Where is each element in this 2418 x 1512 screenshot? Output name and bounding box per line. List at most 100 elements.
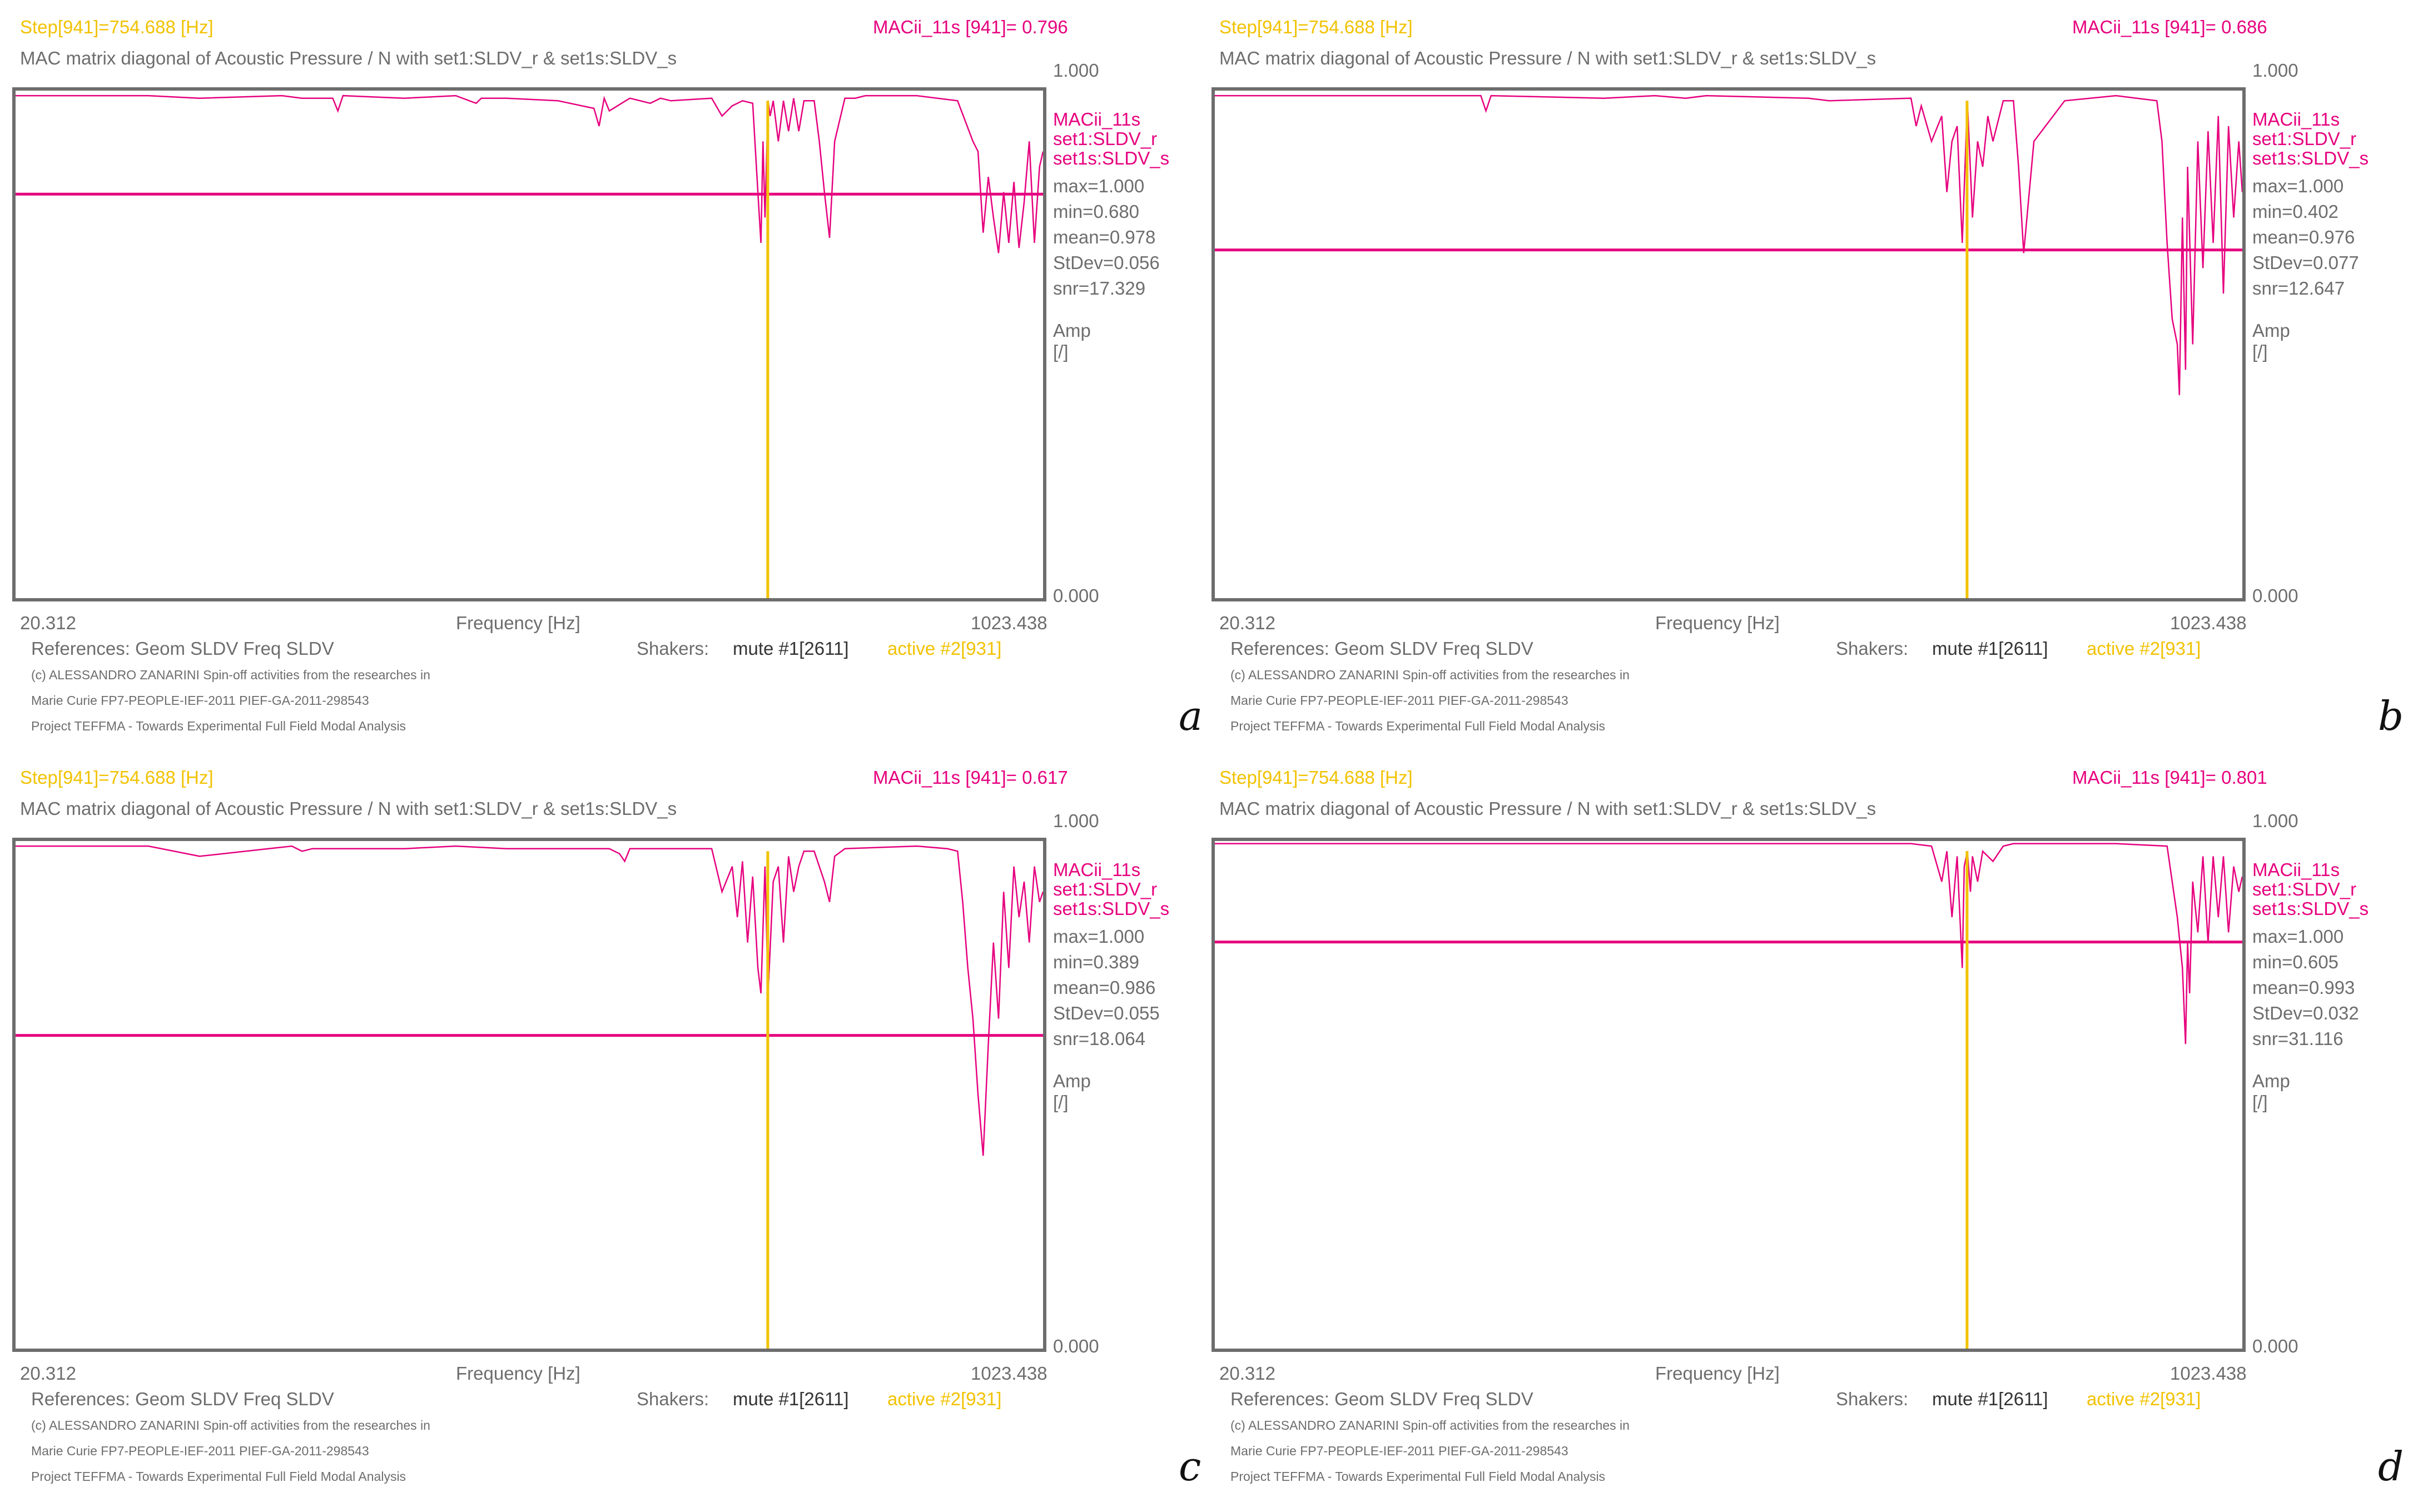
y-axis-label: Amp	[1053, 320, 1091, 341]
chart-panel-d: Step[941]=754.688 [Hz] MACii_11s [941]= …	[1199, 750, 2404, 1501]
y-tick-bottom: 0.000	[2252, 585, 2298, 606]
y-axis-label: Amp	[2252, 1071, 2290, 1091]
plot-area	[1212, 87, 2246, 601]
copyright-line-1: (c) ALESSANDRO ZANARINI Spin-off activit…	[1230, 1418, 1630, 1433]
y-axis-unit: [/]	[1053, 1092, 1069, 1112]
legend-ref-set: set1:SLDV_r	[2252, 128, 2357, 149]
plot-area	[12, 838, 1046, 1352]
x-axis-label: Frequency [Hz]	[456, 613, 580, 633]
stat-min: min=0.605	[2252, 952, 2339, 972]
stat-stdev: StDev=0.055	[1053, 1003, 1160, 1023]
references-label: References: Geom SLDV Freq SLDV	[1230, 638, 1533, 659]
chart-panel-b: Step[941]=754.688 [Hz] MACii_11s [941]= …	[1199, 0, 2404, 750]
shaker-active: active #2[931]	[887, 638, 1002, 659]
stat-stdev: StDev=0.056	[1053, 252, 1160, 273]
y-axis-label: Amp	[2252, 320, 2290, 341]
copyright-line-2: Marie Curie FP7-PEOPLE-IEF-2011 PIEF-GA-…	[31, 693, 369, 708]
plot-svg	[1215, 843, 2242, 1349]
stat-stdev: StDev=0.032	[2252, 1003, 2359, 1023]
panel-letter: c	[1179, 1443, 1201, 1490]
stat-max: max=1.000	[2252, 926, 2344, 947]
references-label: References: Geom SLDV Freq SLDV	[31, 638, 334, 659]
stat-max: max=1.000	[1053, 926, 1145, 947]
mac-value-label: MACii_11s [941]= 0.617	[873, 767, 1068, 788]
stat-snr: snr=12.647	[2252, 278, 2345, 299]
y-axis-unit: [/]	[1053, 341, 1069, 362]
mac-value-label: MACii_11s [941]= 0.796	[873, 17, 1068, 37]
x-tick-right: 1023.438	[2170, 1363, 2247, 1384]
stat-min: min=0.680	[1053, 201, 1140, 222]
copyright-line-1: (c) ALESSANDRO ZANARINI Spin-off activit…	[1230, 668, 1630, 682]
stat-mean: mean=0.993	[2252, 977, 2355, 998]
chart-panel-c: Step[941]=754.688 [Hz] MACii_11s [941]= …	[0, 750, 1201, 1501]
plot-svg	[16, 845, 1043, 1349]
references-label: References: Geom SLDV Freq SLDV	[31, 1389, 334, 1409]
references-label: References: Geom SLDV Freq SLDV	[1230, 1389, 1533, 1409]
legend-series-name: MACii_11s	[2252, 859, 2340, 880]
y-tick-bottom: 0.000	[1053, 585, 1099, 606]
plot-svg	[1215, 94, 2242, 598]
legend-synth-set: set1s:SLDV_s	[1053, 898, 1170, 919]
legend-series-name: MACii_11s	[1053, 109, 1141, 130]
mac-diagonal-line	[1215, 94, 2242, 395]
y-axis-unit: [/]	[2252, 1092, 2268, 1112]
stat-min: min=0.402	[2252, 201, 2339, 222]
legend-series-name: MACii_11s	[2252, 109, 2340, 130]
shaker-mute: mute #1[2611]	[733, 1389, 849, 1409]
shaker-mute: mute #1[2611]	[733, 638, 849, 659]
shakers-label: Shakers:	[637, 1389, 709, 1409]
x-tick-right: 1023.438	[971, 613, 1047, 633]
shaker-active: active #2[931]	[887, 1389, 1002, 1409]
mac-diagonal-line	[16, 94, 1043, 253]
legend-ref-set: set1:SLDV_r	[1053, 128, 1158, 149]
stat-stdev: StDev=0.077	[2252, 252, 2359, 273]
legend-synth-set: set1s:SLDV_s	[2252, 898, 2369, 919]
chart-title: MAC matrix diagonal of Acoustic Pressure…	[1219, 48, 1876, 68]
chart-title: MAC matrix diagonal of Acoustic Pressure…	[20, 798, 677, 819]
chart-title: MAC matrix diagonal of Acoustic Pressure…	[20, 48, 677, 68]
x-axis-label: Frequency [Hz]	[456, 1363, 580, 1384]
plot-area	[1212, 838, 2246, 1352]
legend-series-name: MACii_11s	[1053, 859, 1141, 880]
stat-max: max=1.000	[2252, 176, 2344, 196]
x-axis-label: Frequency [Hz]	[1655, 1363, 1780, 1384]
shakers-label: Shakers:	[1836, 1389, 1909, 1409]
shaker-mute: mute #1[2611]	[1932, 638, 2048, 659]
legend-synth-set: set1s:SLDV_s	[1053, 148, 1170, 168]
plot-area	[12, 87, 1046, 601]
copyright-line-3: Project TEFFMA - Towards Experimental Fu…	[31, 719, 406, 733]
y-tick-top: 1.000	[1053, 60, 1099, 81]
shakers-label: Shakers:	[637, 638, 709, 659]
stat-snr: snr=18.064	[1053, 1028, 1146, 1049]
x-tick-left: 20.312	[20, 1363, 76, 1384]
x-axis-label: Frequency [Hz]	[1655, 613, 1780, 633]
stat-min: min=0.389	[1053, 952, 1140, 972]
step-label: Step[941]=754.688 [Hz]	[20, 767, 214, 788]
panel-letter: d	[2378, 1443, 2404, 1490]
copyright-line-1: (c) ALESSANDRO ZANARINI Spin-off activit…	[31, 1418, 430, 1433]
stat-mean: mean=0.986	[1053, 977, 1156, 998]
stat-mean: mean=0.976	[2252, 227, 2355, 247]
copyright-line-2: Marie Curie FP7-PEOPLE-IEF-2011 PIEF-GA-…	[31, 1444, 369, 1458]
y-tick-bottom: 0.000	[2252, 1336, 2298, 1356]
legend-synth-set: set1s:SLDV_s	[2252, 148, 2369, 168]
y-tick-bottom: 0.000	[1053, 1336, 1099, 1356]
y-tick-top: 1.000	[2252, 60, 2298, 81]
copyright-line-1: (c) ALESSANDRO ZANARINI Spin-off activit…	[31, 668, 430, 682]
mac-value-label: MACii_11s [941]= 0.801	[2072, 767, 2267, 788]
step-label: Step[941]=754.688 [Hz]	[20, 17, 214, 37]
shakers-label: Shakers:	[1836, 638, 1909, 659]
stat-max: max=1.000	[1053, 176, 1145, 196]
mac-diagonal-line	[16, 845, 1043, 1156]
x-tick-left: 20.312	[1219, 1363, 1275, 1384]
plot-svg	[16, 94, 1043, 598]
legend-ref-set: set1:SLDV_r	[2252, 879, 2357, 899]
chart-panel-a: Step[941]=754.688 [Hz] MACii_11s [941]= …	[0, 0, 1203, 750]
y-tick-top: 1.000	[1053, 810, 1099, 831]
step-label: Step[941]=754.688 [Hz]	[1219, 17, 1413, 37]
copyright-line-2: Marie Curie FP7-PEOPLE-IEF-2011 PIEF-GA-…	[1230, 1444, 1568, 1458]
y-tick-top: 1.000	[2252, 810, 2298, 831]
x-tick-left: 20.312	[20, 613, 76, 633]
panel-letter: b	[2378, 693, 2404, 739]
x-tick-right: 1023.438	[971, 1363, 1047, 1384]
